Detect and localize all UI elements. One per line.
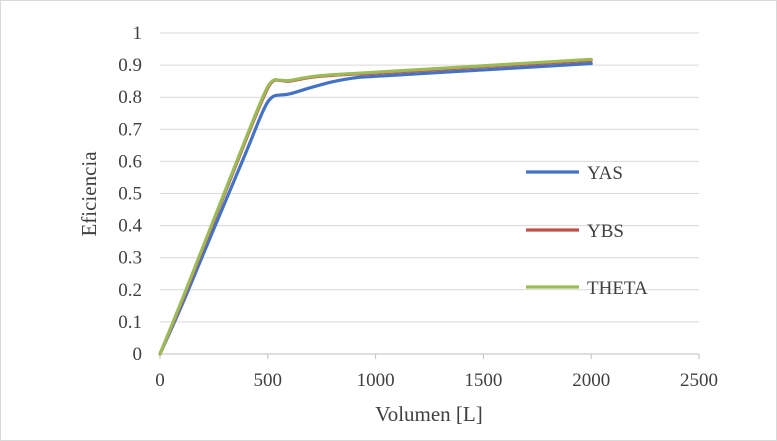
tick-labels: 0 0.1 0.2 0.3 0.4 0.5 0.6 0.7 0.8 0.9 1 0 500 1000 150…	[118, 23, 718, 391]
x-tick-label: 1500	[464, 370, 502, 391]
axes	[159, 353, 700, 359]
x-tick-label: 2500	[680, 370, 718, 391]
y-tick-label: 0.7	[118, 119, 142, 140]
x-axis-title: Volumen [L]	[375, 402, 483, 426]
y-tick-label: 0.1	[118, 312, 142, 333]
y-tick-label: 0.5	[118, 184, 142, 205]
y-axis-title: Eficiencia	[77, 151, 101, 237]
series-line-yas	[158, 61, 593, 356]
legend-label-ybs: YBS	[587, 221, 624, 242]
legend: YAS YBS THETA	[526, 163, 648, 299]
series-lines	[158, 57, 593, 356]
y-tick-label: 0	[133, 344, 143, 365]
x-tick-label: 1000	[357, 370, 395, 391]
y-tick-label: 0.3	[118, 248, 142, 269]
gridlines	[160, 32, 699, 323]
y-tick-label: 0.2	[118, 280, 142, 301]
x-tick-label: 0	[155, 370, 165, 391]
x-tick-label: 2000	[572, 370, 610, 391]
series-line-theta	[158, 57, 593, 356]
y-tick-label: 0.4	[118, 216, 142, 237]
y-tick-label: 1	[133, 23, 143, 44]
y-tick-label: 0.9	[118, 55, 142, 76]
y-tick-label: 0.8	[118, 87, 142, 108]
legend-label-theta: THETA	[587, 278, 648, 299]
y-tick-label: 0.6	[118, 151, 142, 172]
legend-label-yas: YAS	[587, 163, 623, 184]
x-tick-label: 500	[254, 370, 283, 391]
